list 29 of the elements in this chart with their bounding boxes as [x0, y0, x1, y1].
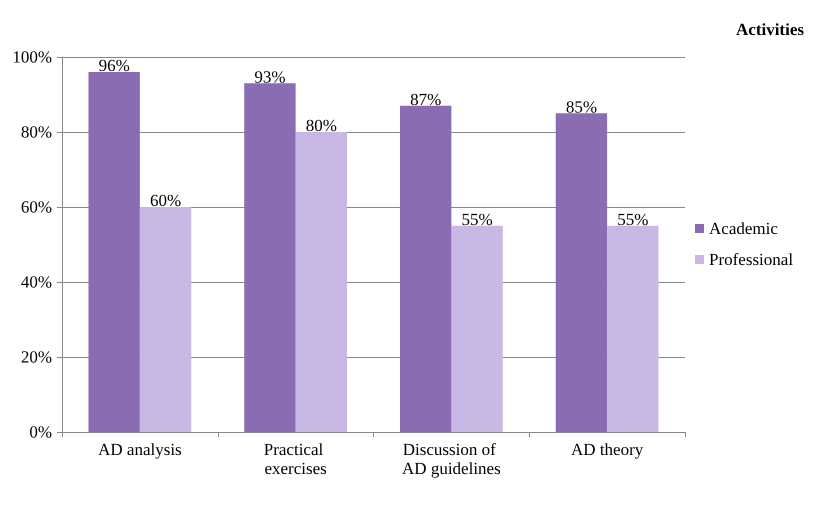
- bar: [88, 72, 140, 432]
- x-tick-label: Practical exercises: [264, 440, 328, 478]
- y-tick-label: 60%: [20, 198, 52, 216]
- bar: [556, 113, 608, 432]
- data-label: 60%: [150, 191, 182, 210]
- data-label: 55%: [461, 210, 493, 229]
- legend-title: Activities: [736, 20, 804, 39]
- y-tick-label: 20%: [20, 348, 52, 366]
- y-tick-label: 0%: [29, 422, 52, 442]
- bar: [140, 207, 192, 432]
- bar: [607, 226, 659, 432]
- legend-label: Professional: [709, 250, 794, 269]
- x-tick-label: Discussion of AD guidelines: [402, 440, 501, 478]
- y-tick-label: 80%: [20, 122, 52, 142]
- bar: [400, 106, 452, 432]
- bar: [296, 132, 348, 432]
- legend-label: Academic: [709, 219, 778, 238]
- x-tick-label: AD theory: [571, 440, 644, 459]
- y-tick-label: 100%: [12, 48, 52, 66]
- x-tick-label: AD analysis: [98, 440, 182, 459]
- y-tick-label: 40%: [20, 272, 52, 292]
- bar: [244, 83, 296, 432]
- data-label: 93%: [254, 67, 286, 86]
- data-label: 85%: [566, 97, 598, 116]
- bar: [451, 226, 503, 432]
- data-label: 96%: [98, 56, 130, 75]
- data-label: 55%: [617, 210, 648, 229]
- data-label: 87%: [410, 90, 442, 109]
- data-label: 80%: [306, 116, 337, 135]
